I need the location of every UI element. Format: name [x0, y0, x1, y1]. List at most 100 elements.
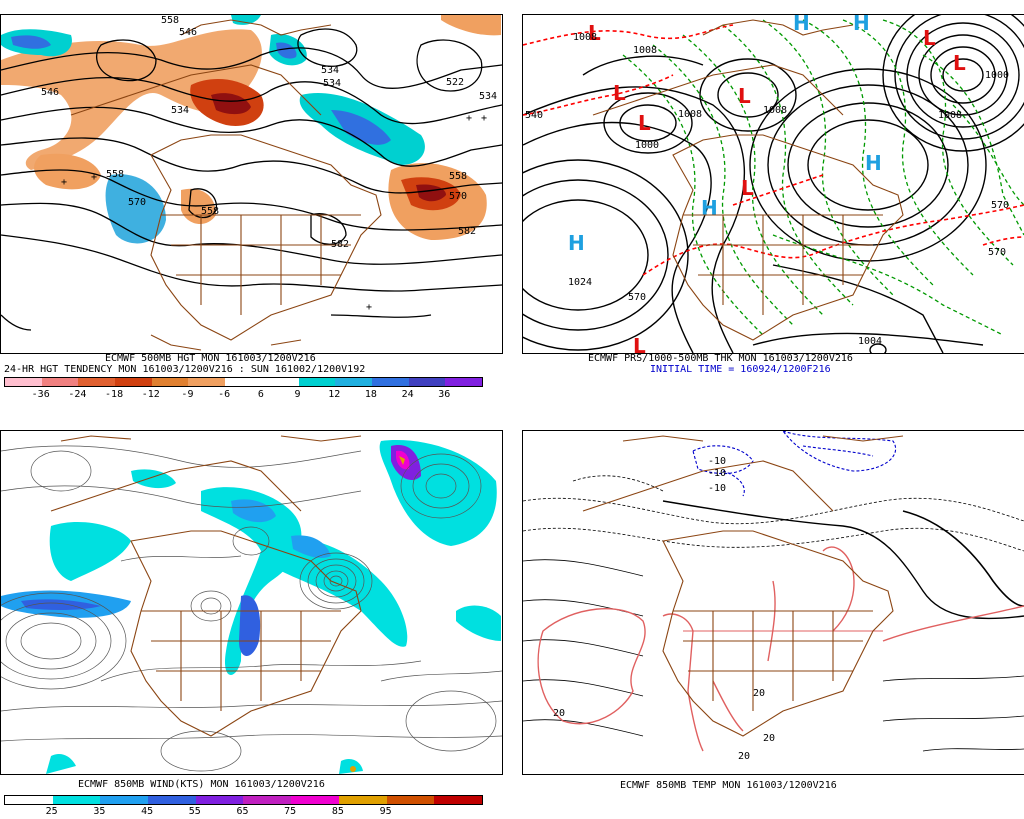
- wind-colorbar-ticks: 25 35 45 55 65 75 85 95: [4, 806, 481, 818]
- contour-label: 546: [179, 27, 197, 38]
- colorbar-tick-label: 85: [331, 806, 344, 817]
- colorbar-swatch: [434, 796, 482, 804]
- contour-label: -10: [708, 468, 726, 479]
- colorbar-tick-label: 6: [257, 389, 264, 400]
- map-outline: [70, 19, 382, 351]
- panel-850mb-temp: -10 -10 -10 20 20 20 20: [522, 430, 1024, 775]
- contour-label: 558: [201, 206, 219, 217]
- contour-label: 20: [738, 751, 750, 762]
- green-dashed-contours: [622, 19, 1024, 336]
- colorbar-swatch: [243, 796, 292, 804]
- high-pressure-marker: H: [793, 15, 810, 35]
- cold-contours: [692, 431, 896, 497]
- tendency-colorbar-ticks: -36 -24 -18 -12 -9 -6 6 9 12 18 24 36: [4, 389, 481, 401]
- low-pressure-marker: L: [588, 21, 601, 45]
- colorbar-tick-label: 55: [188, 806, 201, 817]
- contour-label: 1008: [633, 45, 657, 56]
- contour-label: 582: [331, 239, 349, 250]
- contour-label: 20: [763, 733, 775, 744]
- svg-text:+: +: [481, 113, 487, 124]
- colorbar-swatch: [335, 378, 372, 386]
- colorbar-swatch: [445, 378, 482, 386]
- tendency-shading: [1, 15, 501, 244]
- contour-label: 546: [41, 87, 59, 98]
- panel-500mb-height: + + + + + 558 546 534 546 534 534 522 534 558 570 558 5…: [0, 14, 503, 354]
- contour-label: 534: [323, 78, 341, 89]
- contour-label: 1008: [763, 105, 787, 116]
- colorbar-swatch: [291, 796, 339, 804]
- colorbar-swatch: [261, 378, 299, 386]
- colorbar-tick-label: 18: [364, 389, 377, 400]
- colorbar-tick-label: 25: [45, 806, 58, 817]
- contour-label: 522: [446, 77, 464, 88]
- high-pressure-marker: H: [568, 231, 585, 255]
- panel-850mb-wind: [0, 430, 503, 775]
- contour-label: 20: [553, 708, 565, 719]
- low-pressure-marker: L: [923, 26, 936, 50]
- low-pressure-marker: L: [633, 334, 646, 353]
- colorbar-swatch: [78, 378, 116, 386]
- colorbar-tick-label: -18: [105, 389, 124, 400]
- contour-label: 534: [171, 105, 189, 116]
- colorbar-tick-label: -6: [218, 389, 231, 400]
- map-pressure-thickness: H H H H H L L L L L L L L 10081008100010…: [523, 15, 1024, 353]
- colorbar-tick-label: 45: [141, 806, 154, 817]
- colorbar-swatch: [52, 796, 101, 804]
- colorbar-swatch: [408, 378, 446, 386]
- svg-text:+: +: [61, 177, 67, 188]
- colorbar-tick-label: 35: [93, 806, 106, 817]
- temperature-contours: [523, 475, 1024, 752]
- colorbar-tick-label: -12: [141, 389, 160, 400]
- svg-text:+: +: [366, 302, 372, 313]
- colorbar-swatch: [5, 796, 53, 804]
- colorbar-tick-label: 12: [328, 389, 341, 400]
- pmslp-caption-line2: INITIAL TIME = 160924/1200F216: [650, 364, 831, 375]
- contour-label: -10: [708, 483, 726, 494]
- colorbar-swatch: [151, 378, 189, 386]
- p850wind-caption-line1: ECMWF 850MB WIND(KTS) MON 161003/1200V21…: [78, 779, 325, 790]
- colorbar-tick-label: 75: [284, 806, 297, 817]
- high-pressure-marker: H: [853, 15, 870, 35]
- colorbar-swatch: [298, 378, 336, 386]
- contour-label: 1000: [985, 70, 1009, 81]
- map-outline: [582, 435, 904, 737]
- extrema-markers: + + + + +: [61, 113, 487, 313]
- high-pressure-marker: H: [865, 151, 882, 175]
- colorbar-swatch: [115, 378, 152, 386]
- wind-shading: [1, 440, 501, 774]
- map-850mb-wind: [1, 435, 502, 774]
- colorbar-swatch: [188, 378, 226, 386]
- p850temp-caption-line1: ECMWF 850MB TEMP MON 161003/1200V216: [620, 780, 837, 791]
- contour-labels: 1008 1008 1000 1024 570 540 1008 1008 1008 1000 57…: [525, 32, 1009, 347]
- contour-label: 558: [161, 15, 179, 26]
- low-pressure-marker: L: [638, 111, 651, 135]
- contour-label: 1008: [938, 110, 962, 121]
- high-pressure-marker: H: [701, 196, 718, 220]
- colorbar-tick-label: 95: [379, 806, 392, 817]
- wind-colorbar: [4, 795, 483, 805]
- low-pressure-marker: L: [738, 84, 751, 108]
- colorbar-swatch: [195, 796, 244, 804]
- contour-label: 1008: [678, 109, 702, 120]
- isobars: [523, 15, 1024, 353]
- contour-label: 570: [988, 247, 1006, 258]
- colorbar-tick-label: 24: [401, 389, 414, 400]
- contour-label: 558: [106, 169, 124, 180]
- contour-label: 582: [458, 226, 476, 237]
- p500-caption-line2: 24-HR HGT TENDENCY MON 161003/1200V216 :…: [4, 364, 366, 375]
- tendency-colorbar: [4, 377, 483, 387]
- contour-label: -10: [708, 456, 726, 467]
- contour-label: 1024: [568, 277, 592, 288]
- contour-label: 558: [449, 171, 467, 182]
- colorbar-swatch: [386, 796, 435, 804]
- thickness-contours: [523, 24, 1024, 276]
- panel-pressure-thickness: H H H H H L L L L L L L L 1008 1008 1000 10…: [522, 14, 1024, 354]
- colorbar-tick-label: 36: [438, 389, 451, 400]
- svg-text:+: +: [466, 113, 472, 124]
- pmslp-caption-line1: ECMWF PRS/1000-500MB THK MON 161003/1200…: [588, 353, 853, 364]
- contour-label: 1004: [858, 336, 882, 347]
